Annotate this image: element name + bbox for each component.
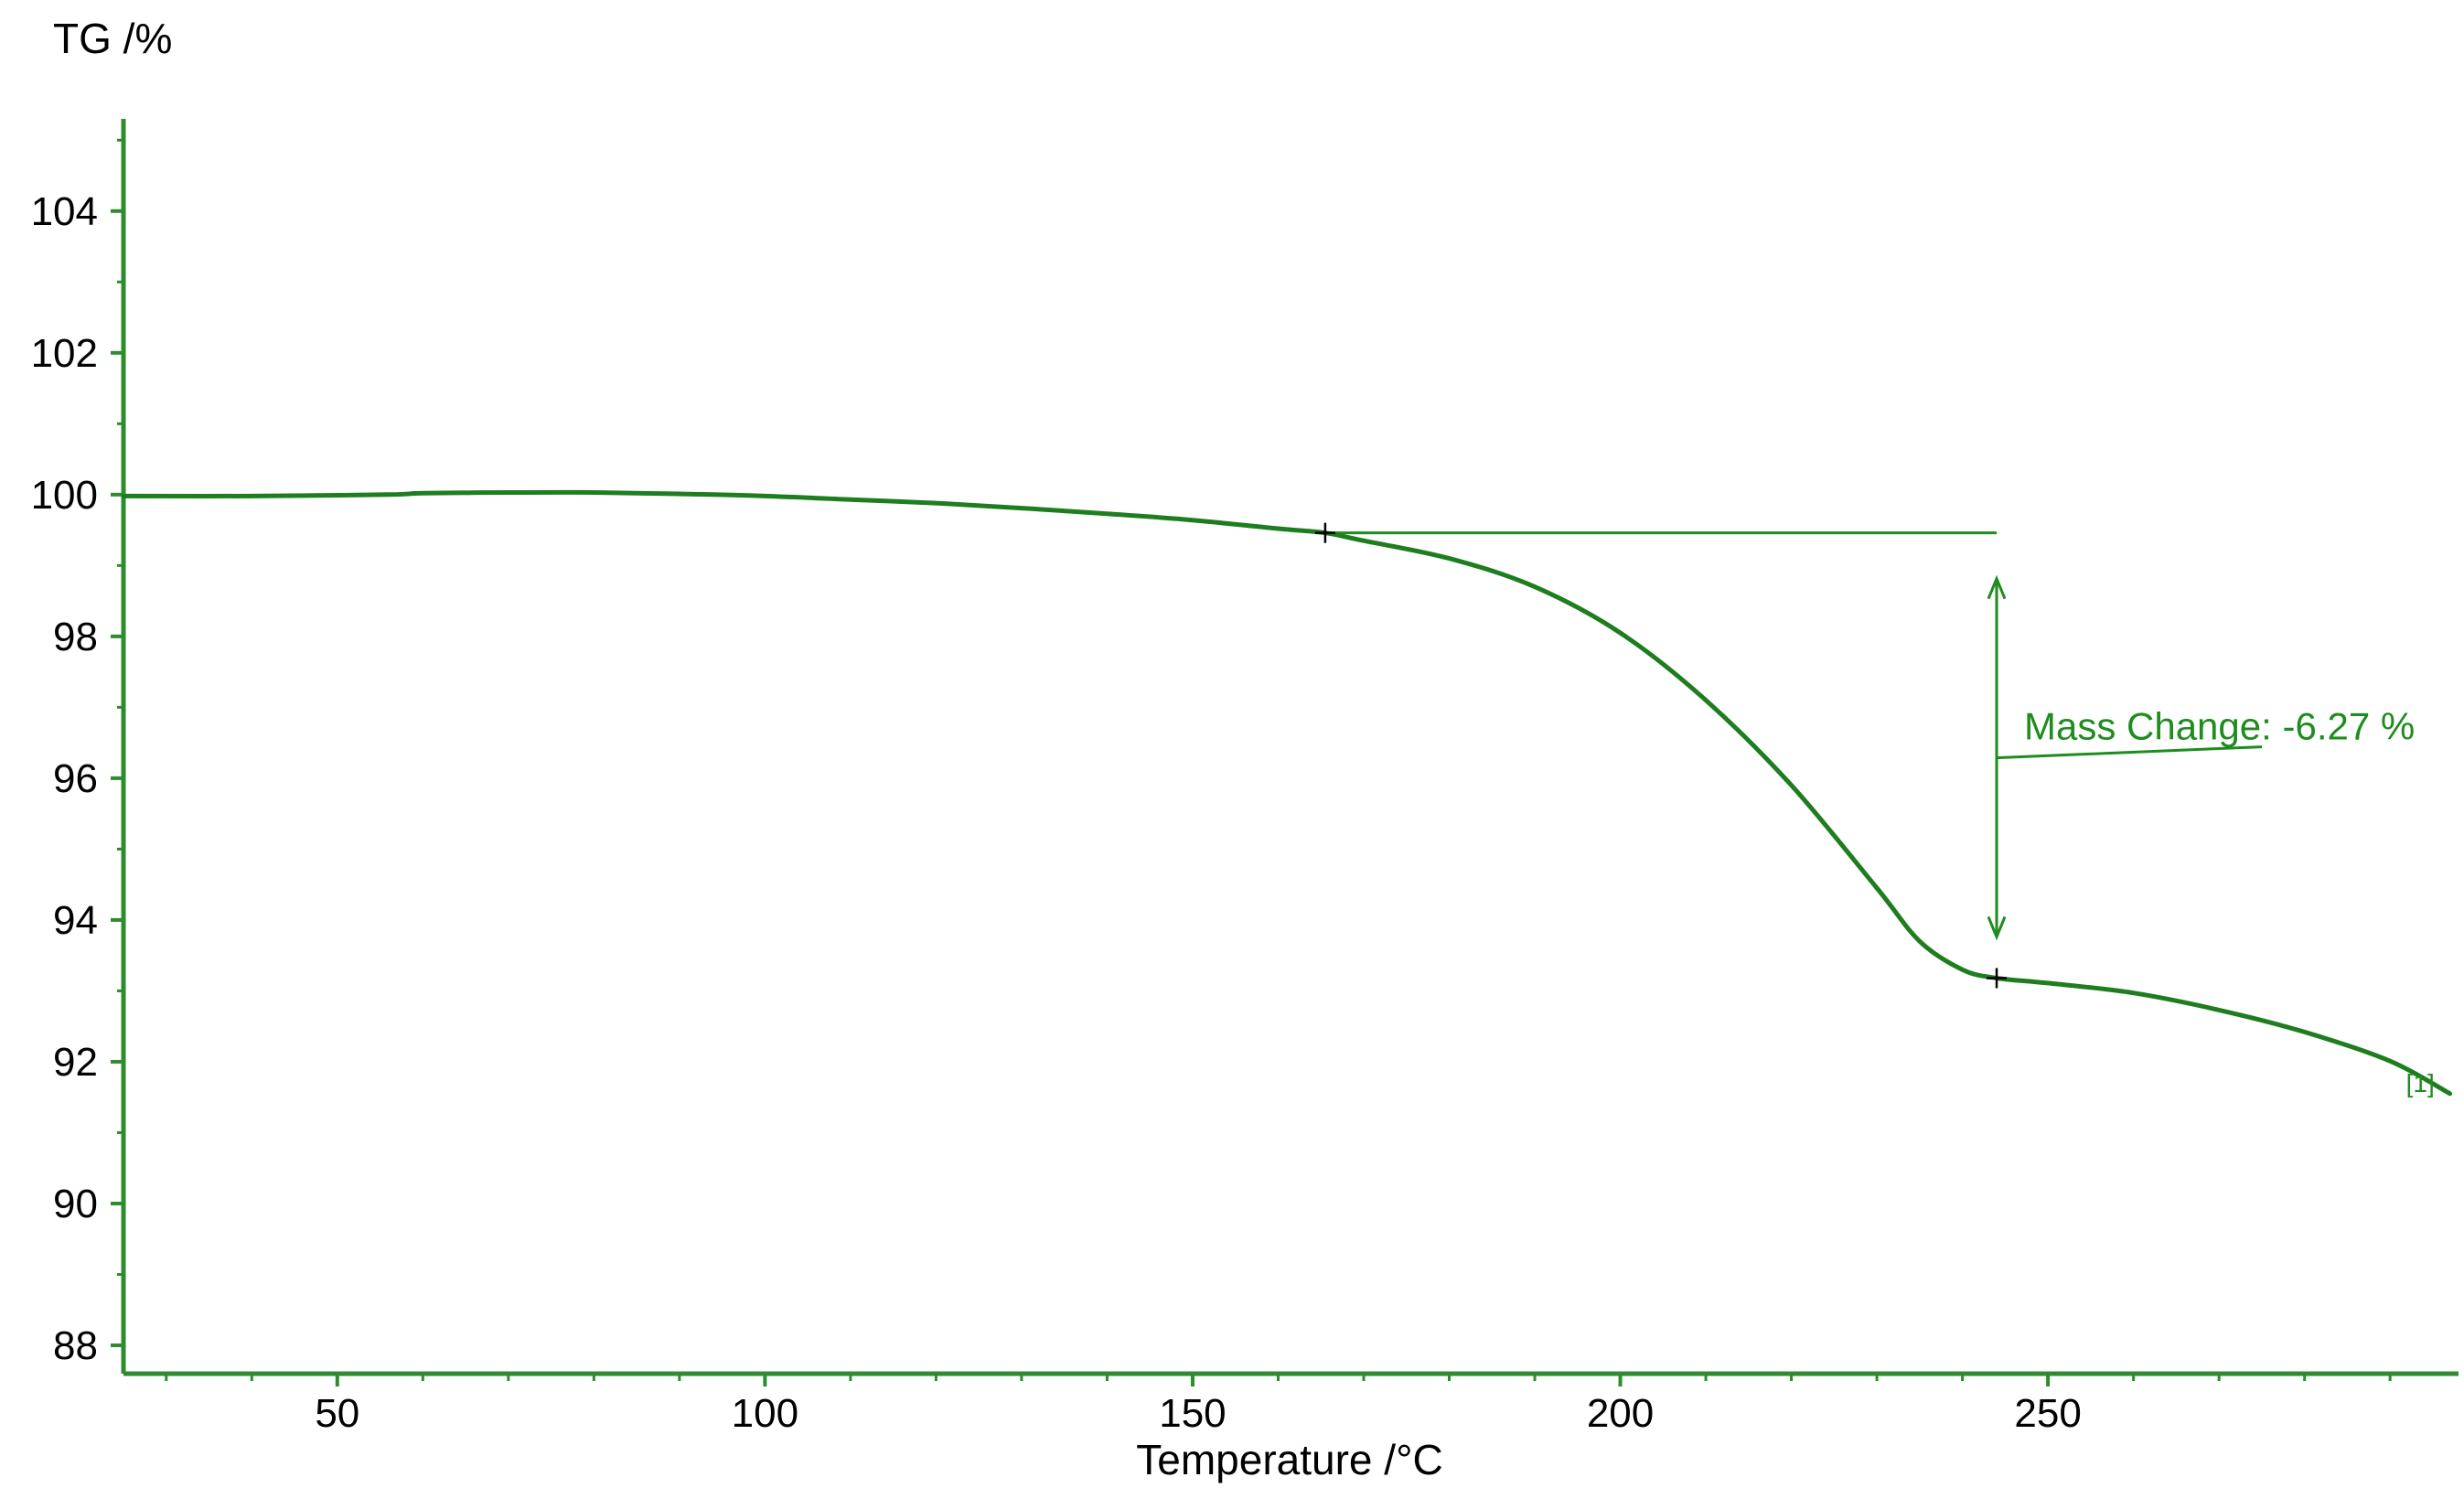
x-tick-label: 150 bbox=[1159, 1391, 1226, 1436]
arrow-head-top bbox=[1987, 574, 2007, 600]
mass-change-label: Mass Change: -6.27 % bbox=[2024, 705, 2415, 748]
y-tick-label: 102 bbox=[31, 331, 98, 376]
x-tick-label: 200 bbox=[1587, 1391, 1654, 1436]
x-axis-title: Temperature /°C bbox=[1136, 1436, 1442, 1483]
y-tick-label: 98 bbox=[53, 615, 98, 659]
y-ticks bbox=[111, 138, 123, 1347]
y-tick-label: 90 bbox=[53, 1182, 98, 1226]
y-tick-label: 100 bbox=[31, 473, 98, 518]
x-tick-label: 250 bbox=[2014, 1391, 2081, 1436]
x-ticks bbox=[165, 1374, 2392, 1386]
y-axis-title: TG /% bbox=[53, 15, 172, 62]
annotation-leader-line bbox=[1996, 745, 2263, 760]
marker-end bbox=[1987, 968, 2008, 989]
x-tick-label: 100 bbox=[732, 1391, 798, 1436]
curve-label: [1] bbox=[2406, 1069, 2435, 1097]
tg-curve bbox=[121, 489, 2453, 1097]
y-tick-label: 96 bbox=[53, 756, 98, 801]
arrow-head-bottom bbox=[1987, 915, 2007, 941]
x-tick-labels: 50 100 150 200 250 bbox=[315, 1391, 2082, 1436]
y-tick-label: 104 bbox=[31, 189, 98, 234]
y-tick-label: 94 bbox=[53, 898, 98, 943]
annotation-group: Mass Change: -6.27 % bbox=[1324, 531, 2415, 941]
y-tick-label: 88 bbox=[53, 1323, 98, 1368]
y-tick-labels: 88 90 92 94 96 98 100 102 104 bbox=[31, 189, 98, 1368]
x-tick-label: 50 bbox=[315, 1391, 359, 1436]
marker-start bbox=[1314, 522, 1335, 543]
y-tick-label: 92 bbox=[53, 1040, 98, 1085]
